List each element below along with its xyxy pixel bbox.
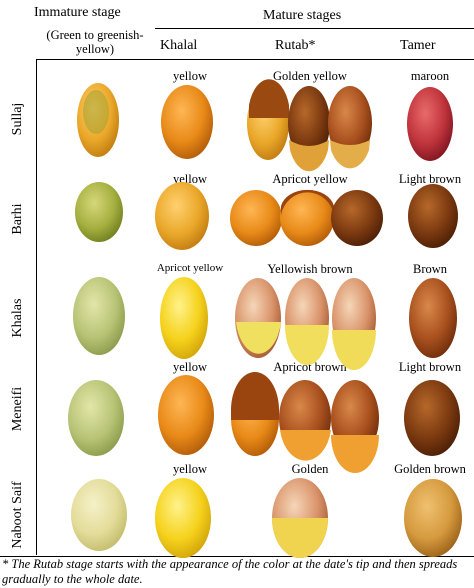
immature-stage-title: Immature stage xyxy=(34,5,121,20)
tamer-label-khalas: Brown xyxy=(412,262,448,276)
rutab-label-khalas: Yellowish brown xyxy=(267,262,353,276)
col-khalal: Khalal xyxy=(160,38,198,53)
tamer-label-barhi: Light brown xyxy=(398,172,462,186)
table-left-rule xyxy=(36,59,37,555)
header-divider xyxy=(155,28,474,29)
rutab-label-sullaj: Golden yellow xyxy=(273,69,347,83)
tamer-label-meneifi: Light brown xyxy=(398,360,462,374)
col-tamer: Tamer xyxy=(400,38,436,53)
tamer-label-sullaj: maroon xyxy=(410,69,450,83)
tamer-label-naboot-saif: Golden brown xyxy=(394,462,466,476)
rutab-label-naboot-saif: Golden xyxy=(291,462,329,476)
khalal-label-sullaj: yellow xyxy=(172,69,208,83)
khalal-label-meneifi: yellow xyxy=(172,360,208,374)
header-bottom-rule xyxy=(36,59,474,60)
table-bottom-rule xyxy=(0,556,474,557)
rutab-label-meneifi: Apricot brown xyxy=(273,360,347,374)
footnote: * The Rutab stage starts with the appear… xyxy=(2,557,458,586)
rutab-label-barhi: Apricot yellow xyxy=(272,172,348,186)
col-rutab: Rutab* xyxy=(275,38,316,53)
khalal-label-khalas: Apricot yellow xyxy=(156,262,224,274)
khalal-label-naboot-saif: yellow xyxy=(172,462,208,476)
immature-stage-subtitle: (Green to greenish-yellow) xyxy=(46,28,144,56)
mature-stages-title: Mature stages xyxy=(263,8,342,23)
